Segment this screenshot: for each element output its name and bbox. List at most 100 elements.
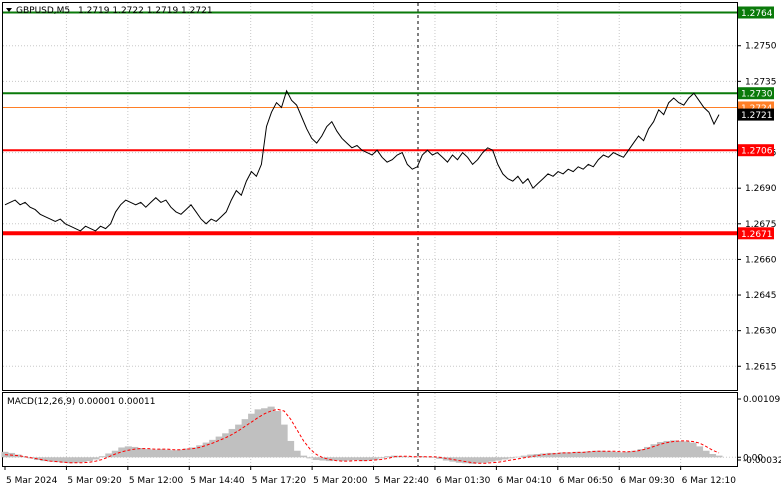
macd-histogram-bar: [118, 447, 126, 458]
macd-histogram-bar: [403, 456, 411, 458]
chevron-down-icon[interactable]: [6, 8, 12, 12]
time-tick-label: 5 Mar 17:20: [252, 476, 307, 486]
macd-histogram-bar: [1, 451, 9, 458]
macd-histogram-bar: [157, 449, 165, 458]
time-tick-label: 5 Mar 09:20: [67, 476, 122, 486]
macd-histogram-bar: [507, 457, 515, 459]
macd-histogram-bar: [131, 446, 139, 458]
price-tick-label: 1.2645: [745, 291, 777, 301]
macd-histogram-bar: [124, 446, 132, 458]
level-label-bg: [738, 144, 774, 157]
macd-histogram-bar: [618, 452, 626, 458]
macd-histogram-bar: [371, 457, 379, 461]
time-tick-label: 6 Mar 06:50: [559, 476, 614, 486]
macd-signal-line: [4, 408, 720, 464]
macd-histogram-bar: [150, 449, 158, 458]
macd-histogram-bar: [449, 457, 457, 462]
macd-histogram-bar: [676, 440, 684, 458]
level-label: 1.2721: [741, 111, 773, 121]
macd-histogram-bar: [637, 449, 645, 458]
macd-histogram-bar: [494, 457, 502, 461]
macd-tick-label: 0.00109: [743, 395, 780, 405]
macd-histogram-bar: [209, 439, 217, 458]
macd-histogram-bar: [202, 442, 210, 458]
macd-histogram-bar: [689, 442, 697, 458]
macd-histogram-bar: [105, 453, 113, 458]
macd-histogram-bar: [300, 455, 308, 458]
price-tick-label: 1.2690: [745, 184, 777, 194]
time-tick-label: 5 Mar 2024: [6, 476, 58, 486]
macd-histogram-bar: [176, 449, 184, 458]
macd-histogram-bar: [468, 457, 476, 464]
macd-histogram-bar: [546, 452, 554, 458]
macd-histogram-bar: [40, 457, 48, 462]
macd-histogram-bar: [267, 406, 275, 458]
macd-histogram-bar: [254, 409, 262, 458]
macd-histogram-bar: [462, 457, 470, 464]
macd-histogram-bar: [650, 444, 658, 458]
grid: [3, 3, 737, 466]
macd-histogram-bar: [624, 451, 632, 458]
price-line: [4, 89, 720, 232]
time-tick-label: 6 Mar 12:10: [682, 476, 737, 486]
macd-histogram-bar: [189, 447, 197, 458]
macd-histogram-bar: [338, 457, 347, 462]
level-label: 1.2671: [741, 230, 773, 240]
macd-histogram-bar: [332, 457, 340, 461]
level-label: 1.2764: [741, 9, 773, 19]
macd-histogram-bar: [384, 456, 392, 458]
macd-histogram-bar: [631, 450, 639, 458]
macd-histogram-bar: [475, 457, 483, 464]
level-lines: [3, 11, 737, 236]
time-tick-label: 5 Mar 14:40: [190, 476, 245, 486]
macd-histogram-bar: [514, 456, 522, 458]
axes: 1.27501.27351.27051.26901.26751.26601.26…: [4, 6, 781, 486]
macd-histogram-bar: [183, 448, 191, 458]
price-tick-label: 1.2630: [745, 327, 777, 337]
time-tick-label: 6 Mar 04:10: [497, 476, 552, 486]
macd-histogram-bar: [274, 410, 282, 458]
macd-histogram-bar: [72, 457, 80, 463]
macd-histogram-bar: [248, 413, 256, 458]
price-tick-label: 1.2750: [745, 42, 777, 52]
price-tick-label: 1.2660: [745, 255, 777, 265]
macd-histogram-bar: [579, 451, 587, 458]
macd-tick-label: -0.00032: [743, 456, 781, 466]
macd-histogram-bar: [683, 441, 691, 458]
macd-histogram-bar: [293, 450, 301, 458]
macd-histogram-bar: [53, 457, 61, 463]
macd-histogram-bar: [313, 457, 321, 461]
price-tick-label: 1.2675: [745, 220, 777, 230]
macd-histogram-bar: [364, 457, 373, 461]
time-tick-label: 6 Mar 01:30: [436, 476, 491, 486]
macd-histogram-bar: [566, 452, 574, 458]
macd-histogram-bar: [351, 457, 360, 461]
macd-histogram-bar: [196, 445, 204, 458]
macd-histogram-bar: [85, 457, 93, 462]
macd-histogram-bar: [287, 440, 295, 458]
macd-histogram-bar: [241, 419, 249, 458]
macd-histogram-bar: [520, 455, 528, 458]
macd-histogram-bar: [14, 454, 22, 458]
macd-histogram-bar: [46, 457, 54, 462]
macd-histogram-bar: [553, 452, 561, 458]
macd-histogram-bar: [98, 456, 106, 458]
time-tick-label: 6 Mar 09:30: [620, 476, 675, 486]
time-tick-label: 5 Mar 22:40: [375, 476, 430, 486]
macd-histogram-bar: [715, 455, 723, 458]
macd-histogram-bar: [235, 424, 243, 458]
price-tick-label: 1.2735: [745, 77, 777, 87]
macd-indicator: [1, 406, 723, 464]
level-label-bg: [738, 227, 774, 240]
macd-histogram-bar: [92, 457, 100, 460]
macd-histogram-bar: [657, 442, 665, 458]
macd-histogram-bar: [695, 446, 704, 458]
chart-ohlc: 1.2719 1.2722 1.2719 1.2721: [78, 6, 213, 16]
macd-histogram-bar: [585, 451, 593, 458]
level-label: 1.2706: [741, 147, 773, 157]
macd-histogram-bar: [572, 451, 580, 458]
macd-histogram-bar: [442, 457, 450, 461]
macd-histogram-bar: [144, 449, 152, 458]
